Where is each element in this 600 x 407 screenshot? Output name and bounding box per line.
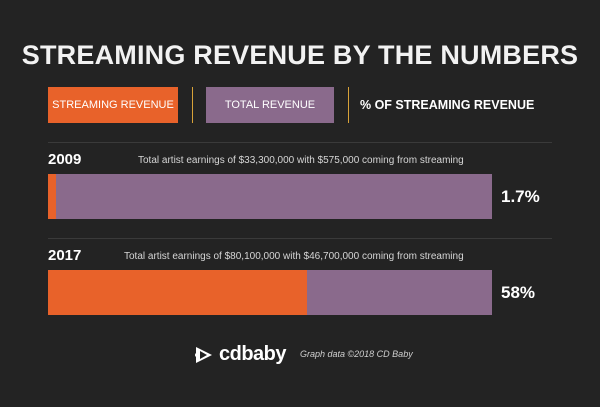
cdbaby-logo-icon bbox=[195, 346, 212, 363]
bar-streaming-2017 bbox=[48, 270, 307, 315]
chart-title: STREAMING REVENUE BY THE NUMBERS bbox=[21, 40, 579, 70]
bar-streaming-2009 bbox=[48, 174, 56, 219]
row-divider bbox=[48, 238, 552, 239]
bar-total-2009 bbox=[48, 174, 492, 219]
legend-percent-streaming: % OF STREAMING REVENUE bbox=[360, 98, 535, 112]
percent-label-2017: 58% bbox=[501, 283, 536, 302]
bar-annotation-2009: Total artist earnings of $33,300,000 wit… bbox=[138, 155, 464, 166]
legend-separator bbox=[348, 87, 349, 123]
cdbaby-logo-text: cdbaby bbox=[219, 343, 287, 365]
legend-separator bbox=[192, 87, 193, 123]
legend-streaming-revenue: STREAMING REVENUE bbox=[48, 87, 178, 123]
graph-credit: Graph data ©2018 CD Baby bbox=[300, 349, 413, 359]
year-label-2009: 2009 bbox=[48, 151, 82, 168]
year-label-2017: 2017 bbox=[48, 247, 82, 264]
row-divider bbox=[48, 142, 552, 143]
bar-total-2017 bbox=[48, 270, 492, 315]
bar-annotation-2017: Total artist earnings of $80,100,000 wit… bbox=[124, 251, 464, 262]
percent-label-2009: 1.7% bbox=[501, 187, 540, 206]
legend-total-revenue: TOTAL REVENUE bbox=[206, 87, 334, 123]
cdbaby-logo: cdbaby bbox=[194, 343, 287, 366]
